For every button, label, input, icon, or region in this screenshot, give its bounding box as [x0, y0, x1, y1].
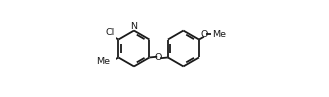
Text: N: N [130, 22, 138, 31]
Text: O: O [155, 53, 163, 62]
Text: Cl: Cl [106, 29, 115, 37]
Text: Me: Me [212, 30, 226, 39]
Text: Me: Me [96, 57, 110, 66]
Text: O: O [201, 30, 208, 39]
